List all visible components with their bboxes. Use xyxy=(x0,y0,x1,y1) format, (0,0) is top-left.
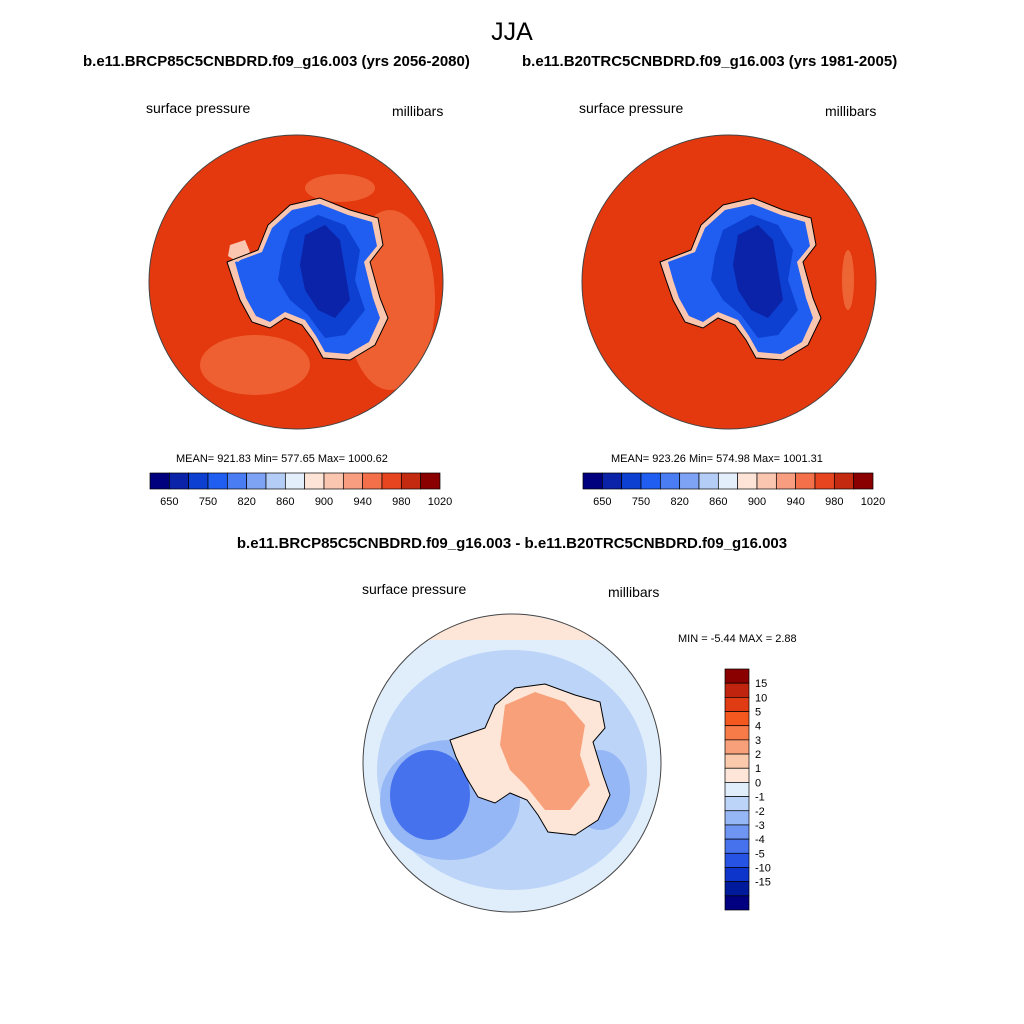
colorbar-tick-label: 900 xyxy=(748,496,766,508)
colorbar-tick-label: 650 xyxy=(593,496,611,508)
colorbar-swatch xyxy=(724,824,750,840)
panel2-variable: surface pressure xyxy=(579,100,684,116)
colorbar-tick-label: 750 xyxy=(199,496,217,508)
colorbar-tick-label: 900 xyxy=(315,496,333,508)
colorbar-swatch xyxy=(226,472,248,490)
panel2-title: b.e11.B20TRC5CNBDRD.f09_g16.003 (yrs 198… xyxy=(522,53,898,70)
colorbar-swatch xyxy=(168,472,190,490)
colorbar-swatch xyxy=(724,867,750,882)
colorbar-tick-label: -3 xyxy=(755,820,765,832)
panel1-title: b.e11.BRCP85C5CNBDRD.f09_g16.003 (yrs 20… xyxy=(83,53,470,70)
colorbar-swatch xyxy=(724,852,750,868)
colorbar-tick-label: 3 xyxy=(755,735,761,747)
colorbar-swatch xyxy=(724,810,750,826)
colorbar-tick-label: 0 xyxy=(755,777,761,789)
figure-title: JJA xyxy=(491,18,533,46)
colorbar-tick-label: -10 xyxy=(755,862,771,874)
colorbar-swatch xyxy=(795,472,816,490)
colorbar-swatch xyxy=(149,472,170,490)
colorbar-swatch xyxy=(737,472,758,490)
colorbar-swatch xyxy=(724,711,750,727)
colorbar-swatch xyxy=(679,472,700,490)
colorbar-swatch xyxy=(724,697,750,712)
colorbar-tick-label: 750 xyxy=(632,496,650,508)
diff-map xyxy=(362,613,662,913)
panel2-map xyxy=(581,134,877,430)
panel2-units: millibars xyxy=(825,103,877,119)
colorbar-swatch xyxy=(342,472,364,490)
panel1-colorbar: 650 750 820 860 900 940 980 1020 xyxy=(149,472,452,508)
colorbar-swatch xyxy=(724,881,750,897)
colorbar-tick-label: -15 xyxy=(755,877,771,889)
colorbar-swatch xyxy=(724,668,750,684)
panel1-map xyxy=(148,134,444,430)
colorbar-swatch xyxy=(814,472,835,490)
colorbar-tick-label: 650 xyxy=(160,496,178,508)
panel1-units: millibars xyxy=(392,103,444,119)
colorbar-tick-label: 1020 xyxy=(428,496,452,508)
colorbar-tick-label: 15 xyxy=(755,678,767,690)
colorbar-tick-label: 860 xyxy=(709,496,727,508)
colorbar-swatch xyxy=(304,472,325,490)
colorbar-swatch xyxy=(724,682,750,698)
colorbar-swatch xyxy=(698,472,719,490)
colorbar-swatch xyxy=(362,472,383,490)
colorbar-tick-label: 980 xyxy=(825,496,843,508)
panel1-stats: MEAN= 921.83 Min= 577.65 Max= 1000.62 xyxy=(176,453,388,465)
colorbar-swatch xyxy=(775,472,797,490)
colorbar-tick-label: -2 xyxy=(755,806,765,818)
colorbar-tick-label: 820 xyxy=(670,496,688,508)
colorbar-swatch xyxy=(853,472,874,490)
colorbar-tick-label: -1 xyxy=(755,792,765,804)
colorbar-swatch xyxy=(582,472,603,490)
colorbar-swatch xyxy=(724,725,750,741)
colorbar-swatch xyxy=(188,472,209,490)
colorbar-swatch xyxy=(724,838,750,854)
colorbar-tick-label: 2 xyxy=(755,749,761,761)
colorbar-tick-label: 4 xyxy=(755,721,761,733)
colorbar-swatch xyxy=(756,472,777,490)
colorbar-tick-label: 980 xyxy=(392,496,410,508)
colorbar-swatch xyxy=(724,739,750,755)
colorbar-tick-label: 1 xyxy=(755,763,761,775)
colorbar-swatch xyxy=(601,472,623,490)
colorbar-tick-label: 10 xyxy=(755,692,767,704)
diff-variable: surface pressure xyxy=(362,581,467,597)
colorbar-swatch xyxy=(724,753,750,769)
colorbar-tick-label: -4 xyxy=(755,834,765,846)
colorbar-tick-label: 820 xyxy=(237,496,255,508)
diff-units: millibars xyxy=(608,584,660,600)
colorbar-swatch xyxy=(246,472,267,490)
colorbar-swatch xyxy=(265,472,286,490)
colorbar-swatch xyxy=(659,472,681,490)
diff-title: b.e11.BRCP85C5CNBDRD.f09_g16.003 - b.e11… xyxy=(236,535,788,552)
panel1-variable: surface pressure xyxy=(146,100,251,116)
panel2-colorbar: 650 750 820 860 900 940 980 1020 xyxy=(582,472,885,508)
colorbar-swatch xyxy=(400,472,422,490)
colorbar-swatch xyxy=(207,472,228,490)
colorbar-tick-label: 5 xyxy=(755,707,761,719)
colorbar-swatch xyxy=(381,472,402,490)
colorbar-swatch xyxy=(724,767,750,783)
colorbar-swatch xyxy=(724,796,750,812)
colorbar-tick-label: 1020 xyxy=(861,496,885,508)
colorbar-tick-label: 940 xyxy=(353,496,371,508)
colorbar-swatch xyxy=(724,895,750,911)
colorbar-swatch xyxy=(621,472,642,490)
panel2-stats: MEAN= 923.26 Min= 574.98 Max= 1001.31 xyxy=(611,453,823,465)
colorbar-swatch xyxy=(724,782,750,797)
colorbar-tick-label: 940 xyxy=(786,496,804,508)
colorbar-swatch xyxy=(640,472,661,490)
colorbar-tick-label: -5 xyxy=(755,848,765,860)
colorbar-swatch xyxy=(833,472,855,490)
colorbar-tick-label: 860 xyxy=(276,496,294,508)
colorbar-swatch xyxy=(323,472,344,490)
diff-stats: MIN = -5.44 MAX = 2.88 xyxy=(678,633,797,645)
colorbar-swatch xyxy=(284,472,306,490)
colorbar-swatch xyxy=(420,472,441,490)
colorbar-swatch xyxy=(717,472,739,490)
